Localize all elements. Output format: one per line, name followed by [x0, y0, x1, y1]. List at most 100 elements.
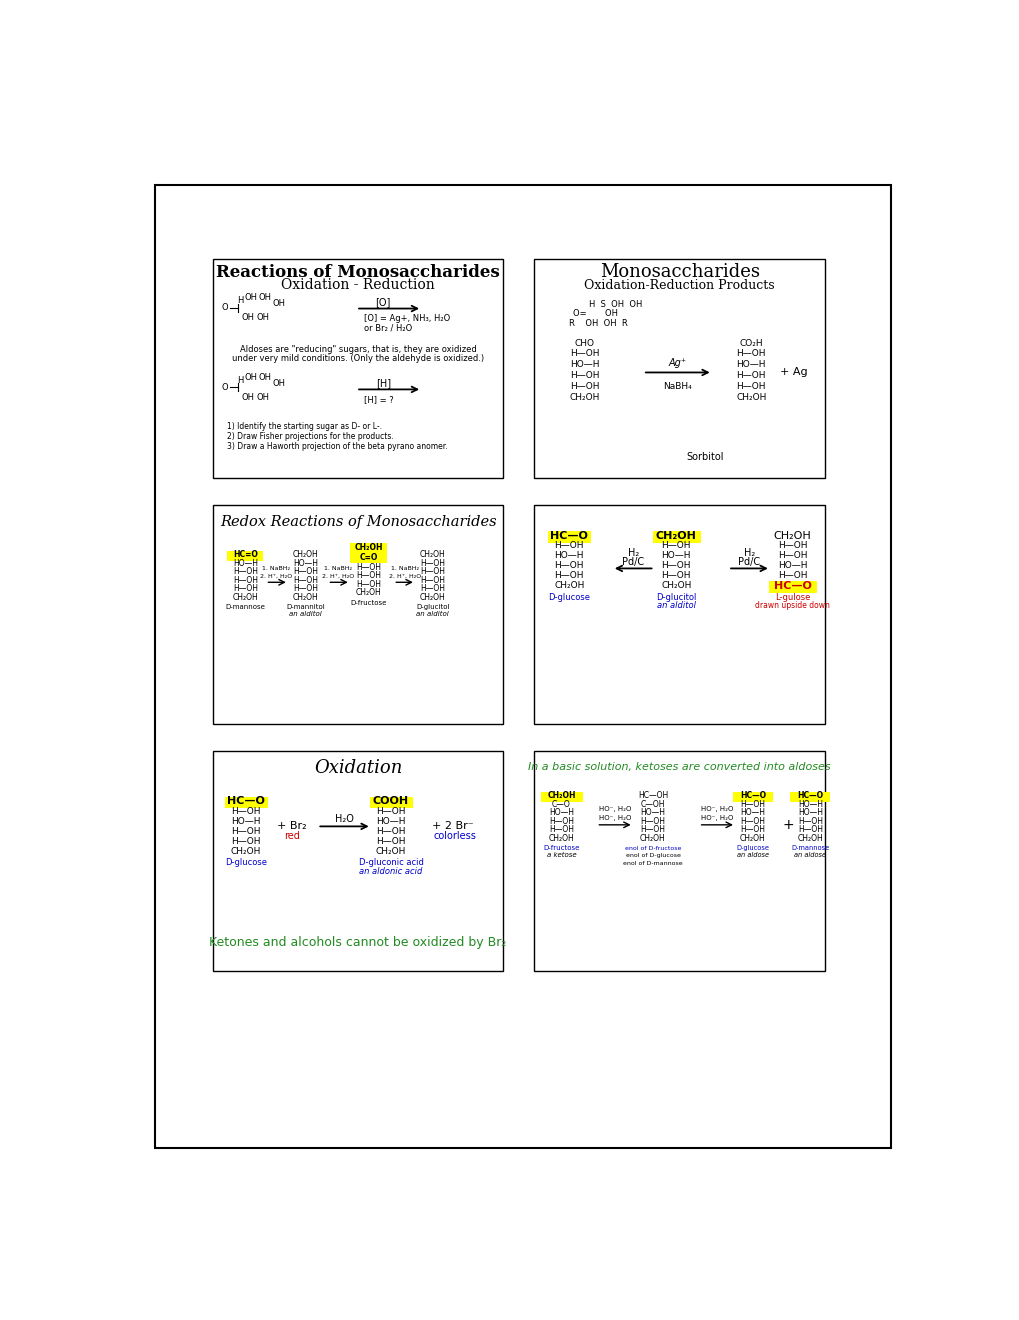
Text: H—OH: H—OH — [660, 561, 690, 570]
Text: CH₂OH: CH₂OH — [569, 392, 599, 401]
Text: C—O: C—O — [551, 800, 571, 809]
Bar — [790, 792, 829, 803]
Text: HO—H: HO—H — [548, 808, 574, 817]
Text: D-glucose: D-glucose — [548, 593, 590, 602]
Text: OH: OH — [257, 392, 269, 401]
Text: CH₂OH: CH₂OH — [736, 392, 766, 401]
Text: R    OH  OH  R: R OH OH R — [569, 318, 628, 327]
Text: D-mannose: D-mannose — [225, 605, 265, 610]
Text: H—OH: H—OH — [554, 561, 584, 570]
Text: HO—H: HO—H — [554, 552, 584, 560]
Text: H—OH: H—OH — [640, 817, 664, 826]
Text: H—OH: H—OH — [554, 572, 584, 581]
Text: [O]: [O] — [375, 297, 390, 308]
Text: C=O: C=O — [359, 553, 377, 562]
Bar — [534, 751, 824, 970]
Text: CH₂OH: CH₂OH — [547, 792, 575, 800]
Text: CH₂OH: CH₂OH — [640, 834, 665, 842]
Text: HC=O: HC=O — [232, 550, 258, 560]
Text: Redox Reactions of Monosaccharides: Redox Reactions of Monosaccharides — [219, 515, 496, 529]
Text: HO—H: HO—H — [231, 817, 261, 826]
Text: L-gulose: L-gulose — [774, 593, 809, 602]
Text: CH₂OH: CH₂OH — [375, 847, 406, 855]
Text: CH₂OH: CH₂OH — [553, 581, 584, 590]
Text: H—OH: H—OH — [232, 576, 258, 585]
Text: H—OH: H—OH — [660, 572, 690, 581]
Text: H—OH: H—OH — [736, 350, 765, 359]
Text: HO—H: HO—H — [570, 360, 599, 370]
Bar — [768, 581, 816, 593]
Text: O=       OH: O= OH — [573, 309, 618, 318]
Text: H—OH: H—OH — [356, 562, 381, 572]
Text: 2. H⁺, H₂O: 2. H⁺, H₂O — [388, 574, 421, 578]
Text: HC—O: HC—O — [227, 796, 265, 807]
Text: H—OH: H—OH — [293, 568, 318, 577]
Text: H—OH: H—OH — [376, 826, 406, 836]
Text: HO—H: HO—H — [736, 360, 765, 370]
Text: CH₂OH: CH₂OH — [797, 834, 822, 842]
Text: D-glucitol: D-glucitol — [416, 605, 449, 610]
Text: colorless: colorless — [433, 832, 476, 841]
Text: an alditol: an alditol — [656, 602, 695, 610]
Text: HO—H: HO—H — [740, 808, 764, 817]
Text: HO—H: HO—H — [797, 800, 822, 809]
Text: HC—O: HC—O — [772, 581, 810, 591]
Text: HO—H: HO—H — [797, 808, 822, 817]
Text: NaBH₄: NaBH₄ — [662, 381, 692, 391]
Text: OH: OH — [245, 372, 258, 381]
Text: D-glucitol: D-glucitol — [655, 593, 696, 602]
Text: Ketones and alcohols cannot be oxidized by Br₂: Ketones and alcohols cannot be oxidized … — [209, 936, 506, 949]
Text: OH: OH — [272, 379, 285, 388]
Text: a ketose: a ketose — [546, 853, 576, 858]
Text: CH₂OH: CH₂OH — [420, 550, 445, 560]
Text: an alditol: an alditol — [289, 611, 322, 618]
Text: H—OH: H—OH — [570, 381, 599, 391]
Text: H—OH: H—OH — [740, 825, 764, 834]
Text: COOH: COOH — [373, 796, 409, 807]
Text: OH: OH — [259, 372, 272, 381]
Text: + Ag: + Ag — [780, 367, 807, 378]
Text: H—OH: H—OH — [420, 568, 445, 577]
Text: OH: OH — [240, 313, 254, 322]
Text: 1. NaBH₂: 1. NaBH₂ — [390, 566, 419, 572]
Text: + Br₂: + Br₂ — [277, 821, 307, 832]
Text: H—OH: H—OH — [356, 579, 381, 589]
Text: HO—H: HO—H — [660, 552, 690, 560]
Text: D-mannitol: D-mannitol — [286, 605, 325, 610]
Bar — [652, 531, 700, 543]
Text: red: red — [283, 832, 300, 841]
Text: +: + — [782, 818, 794, 832]
Bar — [213, 259, 503, 478]
Bar — [548, 531, 590, 543]
Bar — [227, 552, 263, 561]
Text: an alditol: an alditol — [416, 611, 448, 618]
Text: H—OH: H—OH — [740, 817, 764, 826]
Text: HO⁻, H₂O: HO⁻, H₂O — [598, 814, 631, 821]
Text: an aldonic acid: an aldonic acid — [359, 867, 422, 876]
Text: D-glucose: D-glucose — [736, 845, 768, 851]
Text: Reactions of Monosaccharides: Reactions of Monosaccharides — [216, 264, 499, 281]
Text: HO⁻, H₂O: HO⁻, H₂O — [700, 814, 733, 821]
Bar — [534, 506, 824, 725]
Text: H—OH: H—OH — [640, 825, 664, 834]
Text: enol of D-mannose: enol of D-mannose — [623, 861, 682, 866]
Text: OH: OH — [272, 300, 285, 309]
Text: H—OH: H—OH — [232, 585, 258, 593]
Text: HC—OH: HC—OH — [637, 792, 667, 800]
Text: H—OH: H—OH — [776, 541, 806, 550]
Bar — [540, 792, 583, 803]
Text: H—OH: H—OH — [660, 541, 690, 550]
Text: D-fructose: D-fructose — [543, 845, 579, 851]
Text: 1) Identify the starting sugar as D- or L-.: 1) Identify the starting sugar as D- or … — [226, 422, 381, 430]
Text: CH₂OH: CH₂OH — [292, 593, 318, 602]
Text: [H]: [H] — [375, 379, 390, 388]
Text: D-mannose: D-mannose — [791, 845, 828, 851]
Text: [O] = Ag+, NH₃, H₂O: [O] = Ag+, NH₃, H₂O — [364, 314, 449, 323]
Text: HO⁻, H₂O: HO⁻, H₂O — [598, 807, 631, 812]
Text: 2. H⁺, H₂O: 2. H⁺, H₂O — [260, 574, 292, 578]
Bar — [213, 751, 503, 970]
Text: 2. H⁺, H₂O: 2. H⁺, H₂O — [322, 574, 354, 578]
Text: Aldoses are "reducing" sugars, that is, they are oxidized: Aldoses are "reducing" sugars, that is, … — [239, 345, 476, 354]
Text: D-fructose: D-fructose — [350, 599, 386, 606]
Text: HO—H: HO—H — [376, 817, 406, 826]
